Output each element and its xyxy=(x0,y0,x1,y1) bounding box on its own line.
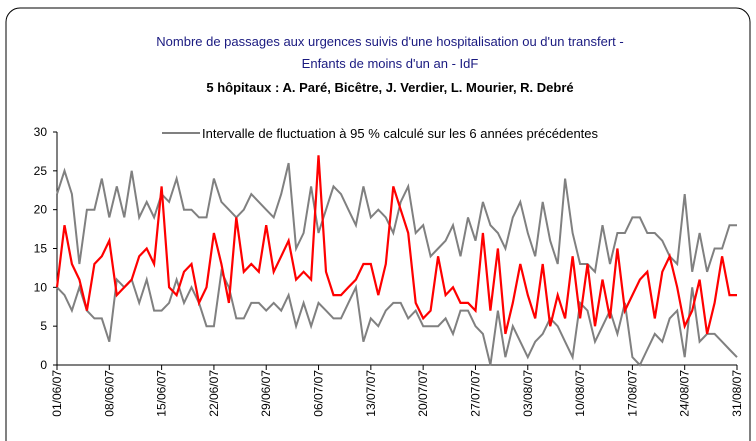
legend-label: Intervalle de fluctuation à 95 % calculé… xyxy=(202,126,599,141)
chart-frame xyxy=(5,7,751,441)
y-tick-label: 15 xyxy=(34,242,48,256)
x-tick-label: 15/06/07 xyxy=(155,370,169,417)
x-tick-label: 29/06/07 xyxy=(259,370,273,417)
x-tick-label: 13/07/07 xyxy=(364,370,378,417)
x-tick-label: 03/08/07 xyxy=(521,370,535,417)
x-tick-label: 24/08/07 xyxy=(678,370,692,417)
y-tick-label: 20 xyxy=(34,203,48,217)
x-tick-label: 17/08/07 xyxy=(625,370,639,417)
chart-title: Enfants de moins d'un an - IdF xyxy=(302,56,479,71)
chart-title: Nombre de passages aux urgences suivis d… xyxy=(156,34,623,49)
x-tick-label: 06/07/07 xyxy=(312,370,326,417)
x-tick-label: 31/08/07 xyxy=(730,370,744,417)
x-tick-label: 27/07/07 xyxy=(468,370,482,417)
y-tick-label: 0 xyxy=(40,358,47,372)
y-tick-label: 5 xyxy=(40,319,47,333)
y-tick-label: 25 xyxy=(34,164,48,178)
y-tick-label: 30 xyxy=(34,125,48,139)
chart-subtitle: 5 hôpitaux : A. Paré, Bicêtre, J. Verdie… xyxy=(206,80,573,95)
series-line xyxy=(55,155,737,335)
x-tick-label: 08/06/07 xyxy=(102,370,116,417)
x-tick-label: 01/06/07 xyxy=(50,370,64,417)
x-tick-label: 20/07/07 xyxy=(416,370,430,417)
series-line xyxy=(56,162,737,274)
y-tick-label: 10 xyxy=(34,280,48,294)
x-tick-label: 10/08/07 xyxy=(573,370,587,417)
x-tick-label: 22/06/07 xyxy=(207,370,221,417)
